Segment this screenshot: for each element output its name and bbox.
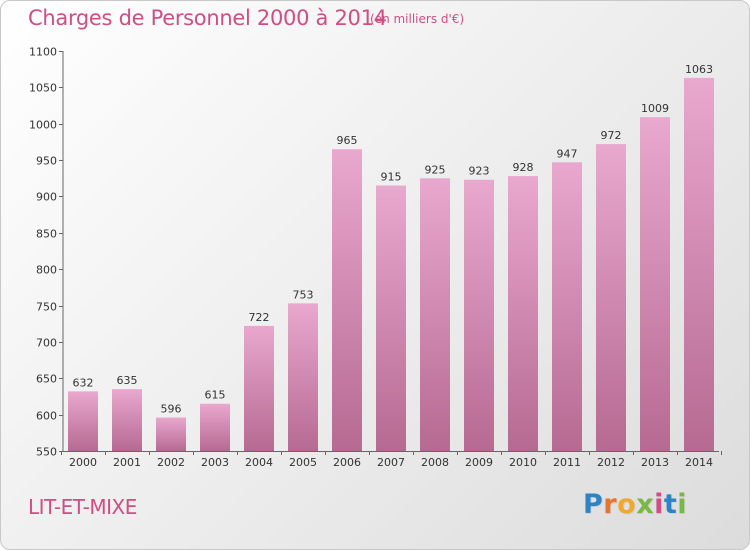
logo-letter: x [636,489,655,520]
data-label: 965 [337,134,358,147]
logo-letter: i [654,489,664,520]
x-tick-label: 2004 [245,456,273,469]
logo-letter: i [677,489,688,520]
data-label: 925 [425,163,446,176]
y-tick-label: 600 [36,410,57,423]
bars: 632 635 596 615 722 753 965 915 925 923 928 947 972 1… [68,63,714,452]
bar-2001 [112,389,142,451]
x-tick-label: 2000 [69,456,97,469]
y-tick-label: 850 [36,228,57,241]
data-label: 1063 [685,63,713,76]
data-label: 635 [117,374,138,387]
bar-2007 [376,185,406,451]
bar-2006 [332,149,362,451]
logo-letter: o [617,489,637,520]
data-label: 1009 [641,102,669,115]
x-tick-label: 2010 [509,456,537,469]
data-label: 928 [513,161,534,174]
data-label: 972 [601,129,622,142]
data-label: 915 [381,171,402,184]
bar-2003 [200,403,230,451]
y-tick-label: 1000 [29,119,57,132]
bar-2000 [68,391,98,451]
proxiti-logo: Proxiti [583,489,687,520]
bar-2010 [508,176,538,451]
y-tick-label: 800 [36,264,57,277]
x-tick-label: 2001 [113,456,141,469]
y-tick-label: 550 [36,446,57,459]
y-axis: 550 600 650 700 750 800 850 900 950 1000 1050 1100 [29,46,64,459]
x-tick-label: 2009 [465,456,493,469]
x-tick-label: 2011 [553,456,581,469]
bar-2013 [640,117,670,451]
y-tick-label: 700 [36,337,57,350]
y-tick-label: 650 [36,373,57,386]
y-tick-label: 950 [36,155,57,168]
logo-letter: t [663,489,678,520]
data-label: 722 [249,311,270,324]
data-label: 615 [205,389,226,402]
bar-2002 [156,417,186,451]
x-axis: 2000 2001 2002 2003 2004 2005 2006 2007 2008 2009… [61,451,722,469]
x-tick-label: 2012 [597,456,625,469]
y-tick-label: 750 [36,301,57,314]
bar-2008 [420,178,450,452]
bar-2005 [288,303,318,451]
logo-letter: P [583,489,604,520]
commune-name: LIT-ET-MIXE [28,495,137,519]
bar-2011 [552,162,582,452]
bar-2009 [464,179,494,451]
bar-2004 [244,325,274,451]
x-tick-label: 2008 [421,456,449,469]
data-label: 632 [73,376,94,389]
y-tick-label: 900 [36,191,57,204]
bar-2014 [684,77,714,451]
x-tick-label: 2013 [641,456,669,469]
data-label: 753 [293,288,314,301]
data-label: 923 [469,165,490,178]
data-label: 596 [161,403,182,416]
logo-letter: r [603,489,618,520]
x-tick-label: 2002 [157,456,185,469]
x-tick-label: 2006 [333,456,361,469]
unit-note: (en milliers d'€) [370,12,465,26]
bar-2012 [596,144,626,451]
data-label: 947 [557,147,578,160]
y-tick-label: 1050 [29,82,57,95]
y-tick-label: 1100 [29,46,57,59]
x-tick-label: 2005 [289,456,317,469]
x-tick-label: 2007 [377,456,405,469]
x-tick-label: 2003 [201,456,229,469]
x-tick-label: 2014 [685,456,713,469]
chart-title: Charges de Personnel 2000 à 2014 [28,6,387,30]
